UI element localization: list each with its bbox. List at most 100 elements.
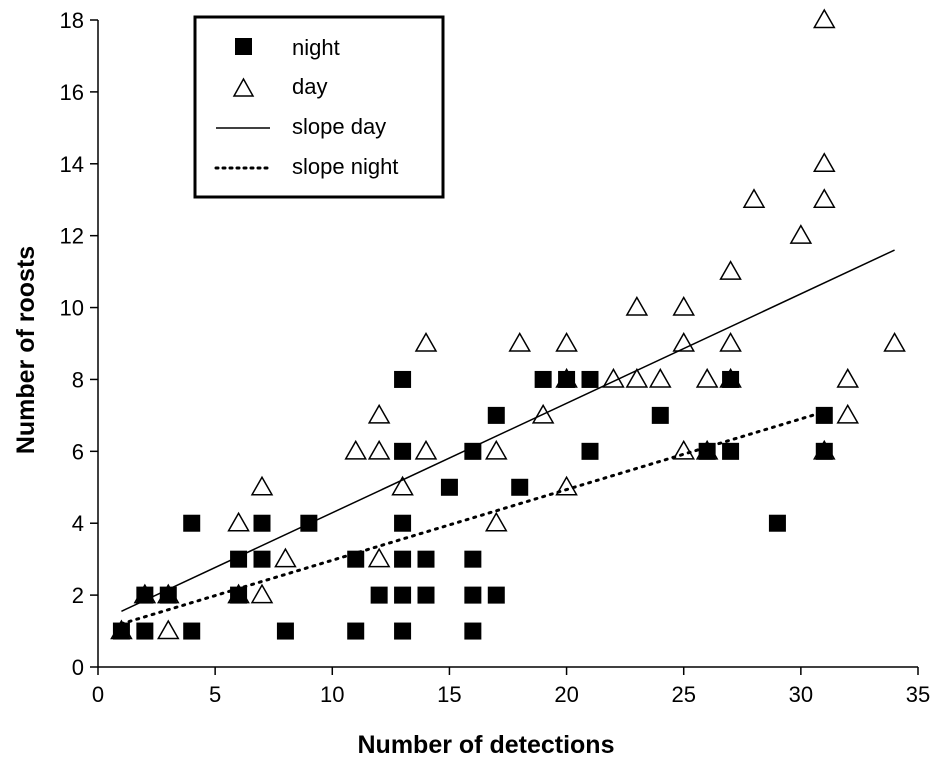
day-point xyxy=(836,367,860,388)
day-point xyxy=(274,547,297,568)
day-point xyxy=(367,439,391,460)
day-point xyxy=(836,403,860,424)
night-point xyxy=(394,622,412,640)
day-point xyxy=(250,583,274,604)
night-point xyxy=(347,550,365,568)
night-point xyxy=(253,514,271,532)
night-point xyxy=(722,370,740,388)
legend-slope-day-label: slope day xyxy=(292,114,386,139)
day-point xyxy=(719,260,742,280)
night-point xyxy=(230,586,248,604)
day-point xyxy=(555,475,578,496)
legend-day-marker xyxy=(232,77,255,97)
day-point xyxy=(414,439,438,460)
night-point xyxy=(464,442,482,460)
night-point xyxy=(815,442,833,460)
y-tick-label: 14 xyxy=(60,152,84,177)
y-tick-label: 6 xyxy=(72,439,84,464)
y-tick-label: 8 xyxy=(72,367,84,392)
day-point xyxy=(672,296,696,316)
night-point xyxy=(722,442,740,460)
night-point xyxy=(159,586,177,604)
y-tick-label: 12 xyxy=(60,224,84,249)
night-point xyxy=(487,406,505,424)
night-point xyxy=(558,370,576,388)
night-point xyxy=(651,406,669,424)
night-point xyxy=(370,586,388,604)
day-point xyxy=(227,583,250,604)
day-point xyxy=(812,439,836,460)
night-point xyxy=(394,370,412,388)
day-point xyxy=(531,403,555,424)
night-point xyxy=(230,550,248,568)
slope-day-line xyxy=(121,249,895,612)
night-point xyxy=(464,550,482,568)
axes: 0 5 10 15 20 25 30 35 0 2 4 6 8 10 12 14 16 18 xyxy=(60,8,931,707)
day-point xyxy=(625,367,649,388)
x-tick-label: 0 xyxy=(92,682,104,707)
night-point xyxy=(487,586,505,604)
x-tick-label: 10 xyxy=(320,682,344,707)
night-point xyxy=(464,622,482,640)
y-tick-label: 4 xyxy=(72,511,84,536)
legend-day-label: day xyxy=(292,74,327,99)
day-point xyxy=(110,619,133,640)
night-point xyxy=(417,550,435,568)
night-point xyxy=(136,622,154,640)
day-point xyxy=(648,367,672,388)
x-tick-label: 5 xyxy=(209,682,221,707)
day-point xyxy=(250,475,274,496)
day-point xyxy=(672,439,696,460)
y-tick-label: 0 xyxy=(72,655,84,680)
night-point xyxy=(768,514,786,532)
day-point xyxy=(719,367,742,388)
day-point xyxy=(719,331,742,352)
night-point xyxy=(253,550,271,568)
legend-night-label: night xyxy=(292,35,340,60)
day-point xyxy=(883,331,906,352)
day-point xyxy=(555,367,578,388)
data-points xyxy=(110,8,906,640)
legend: night day slope day slope night xyxy=(193,15,445,199)
day-point xyxy=(812,188,836,208)
x-tick-label: 20 xyxy=(554,682,578,707)
day-point xyxy=(602,367,625,388)
night-point xyxy=(440,478,458,496)
y-tick-label: 2 xyxy=(72,583,84,608)
day-point xyxy=(742,188,766,208)
night-point xyxy=(300,514,318,532)
day-point xyxy=(133,583,157,604)
day-point xyxy=(789,224,813,244)
day-point xyxy=(227,511,250,532)
legend-night-marker xyxy=(235,38,252,55)
day-point xyxy=(414,331,438,352)
night-point xyxy=(394,586,412,604)
x-tick-label: 15 xyxy=(437,682,461,707)
day-point xyxy=(625,296,649,316)
night-point xyxy=(394,442,412,460)
night-point xyxy=(136,586,154,604)
day-point xyxy=(484,511,508,532)
y-tick-label: 16 xyxy=(60,80,84,105)
day-point xyxy=(484,439,508,460)
night-point xyxy=(347,622,365,640)
day-point xyxy=(367,403,391,424)
day-point xyxy=(156,583,180,604)
day-point xyxy=(672,331,696,352)
day-point xyxy=(391,475,414,496)
night-point xyxy=(276,622,294,640)
night-point xyxy=(464,586,482,604)
day-point xyxy=(344,439,368,460)
day-point xyxy=(812,8,836,29)
night-point xyxy=(534,370,552,388)
day-point xyxy=(156,619,180,640)
day-point xyxy=(695,439,719,460)
night-point xyxy=(183,514,201,532)
y-tick-label: 10 xyxy=(60,296,84,321)
x-tick-label: 25 xyxy=(671,682,695,707)
night-point xyxy=(183,622,201,640)
night-point xyxy=(394,514,412,532)
day-point xyxy=(555,331,578,352)
night-point xyxy=(112,622,130,640)
